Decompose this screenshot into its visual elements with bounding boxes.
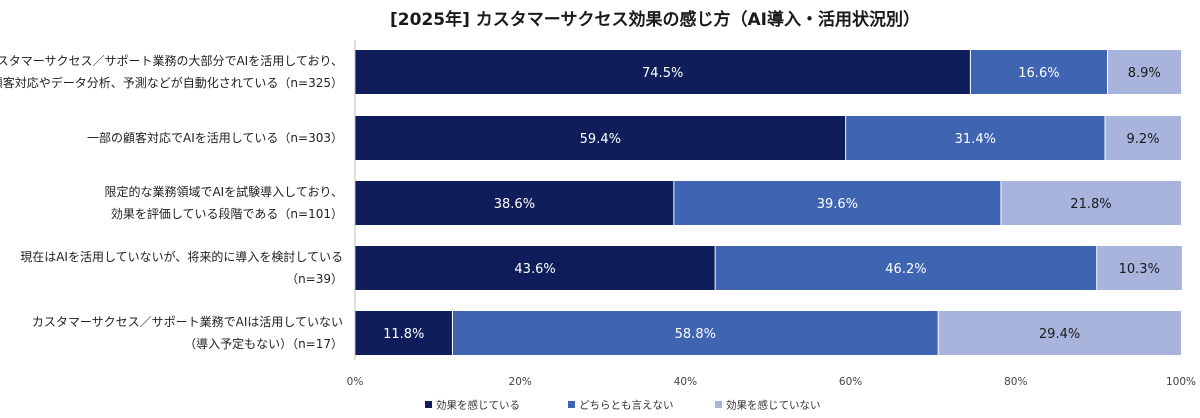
bar-value-label: 58.8%: [675, 327, 716, 342]
x-tick-label: 80%: [1004, 376, 1027, 388]
x-tick-label: 40%: [674, 376, 697, 388]
bar-value-label: 9.2%: [1126, 132, 1159, 147]
bar-segment: [1107, 50, 1181, 94]
legend-label: 効果を感じている: [436, 399, 520, 412]
x-tick-label: 20%: [509, 376, 532, 388]
category-label: カスタマーサクセス／サポート業務でAIは活用していない: [32, 315, 343, 329]
category-label: 顧客対応やデータ分析、予測などが自動化されている（n=325）: [0, 75, 343, 90]
bar-value-label: 21.8%: [1070, 197, 1111, 212]
category-label: （n=39）: [286, 272, 343, 286]
legend-swatch: [568, 401, 575, 408]
bar-value-label: 43.6%: [514, 262, 555, 277]
legend-swatch: [715, 401, 722, 408]
category-label: （導入予定もない）（n=17）: [184, 336, 343, 351]
bar-value-label: 10.3%: [1119, 262, 1160, 277]
bar-value-label: 31.4%: [955, 132, 996, 147]
bar-value-label: 16.6%: [1018, 66, 1059, 81]
bar-value-label: 39.6%: [817, 197, 858, 212]
bar-value-label: 46.2%: [885, 262, 926, 277]
bar-segment: [715, 246, 1097, 290]
legend: 効果を感じている どちらとも言えない 効果を感じていない: [425, 399, 821, 412]
x-axis: 0% 20% 40% 60% 80% 100%: [347, 40, 1196, 388]
bar-value-label: 38.6%: [494, 197, 535, 212]
bar-segment: [673, 181, 1001, 225]
bar-value-label: 8.9%: [1128, 66, 1161, 81]
bar-segment: [970, 50, 1108, 94]
bar-segment: [1096, 246, 1182, 290]
bar-segment: [355, 116, 846, 160]
category-labels-group: カスタマーサクセス／サポート業務の大部分でAIを活用しており、顧客対応やデータ分…: [0, 53, 343, 351]
legend-label: 効果を感じていない: [726, 399, 821, 412]
bar-segment: [355, 50, 971, 94]
bar-segment: [355, 246, 716, 290]
bar-value-label: 29.4%: [1039, 327, 1080, 342]
category-label: 現在はAIを活用していないが、将来的に導入を検討している: [20, 249, 343, 264]
bar-value-label: 74.5%: [642, 66, 683, 81]
x-tick-label: 0%: [347, 376, 364, 388]
bar-segment: [938, 311, 1181, 355]
category-label: 限定的な業務領域でAIを試験導入しており、: [104, 184, 343, 199]
x-tick-label: 60%: [839, 376, 862, 388]
bar-segment: [1105, 116, 1181, 160]
bar-value-label: 11.8%: [383, 327, 424, 342]
bar-segment: [355, 181, 674, 225]
chart-title: [2025年] カスタマーサクセス効果の感じ方（AI導入・活用状況別）: [390, 9, 920, 30]
category-label: 効果を評価している段階である（n=101）: [111, 206, 343, 221]
category-label: カスタマーサクセス／サポート業務の大部分でAIを活用しており、: [0, 53, 343, 68]
legend-label: どちらとも言えない: [579, 399, 674, 412]
bar-segment: [355, 311, 453, 355]
bar-segment: [1000, 181, 1181, 225]
bars-group: 74.5% 16.6% 8.9% 59.4% 31.4% 9.2% 38.6% 39.6% 21…: [355, 50, 1182, 355]
legend-swatch: [425, 401, 432, 408]
bar-value-label: 59.4%: [580, 132, 621, 147]
bar-segment: [845, 116, 1106, 160]
x-tick-label: 100%: [1166, 376, 1196, 388]
bar-segment: [452, 311, 939, 355]
category-label: 一部の顧客対応でAIを活用している（n=303）: [87, 130, 343, 145]
